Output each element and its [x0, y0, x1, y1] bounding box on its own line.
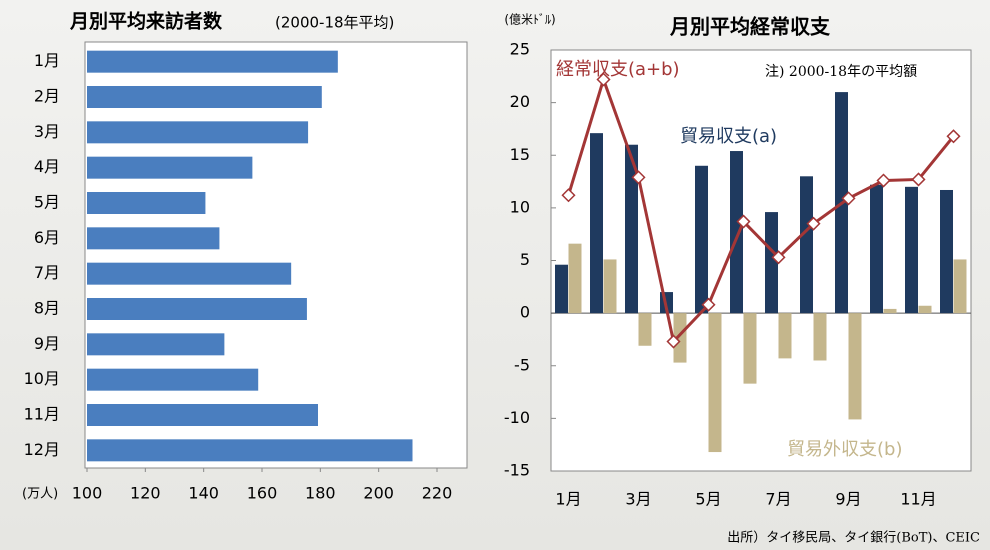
point [701, 297, 716, 312]
y-tick-label: 20 [510, 92, 530, 111]
note: 注) 2000-18年の平均額 [765, 64, 917, 80]
x-tick-label: 7月 [765, 490, 791, 509]
y-tick-label: 8月 [34, 299, 60, 318]
bar [87, 156, 253, 179]
x-tick-label: 220 [422, 484, 453, 503]
bar [638, 313, 652, 346]
bar [695, 165, 708, 314]
point [806, 216, 821, 231]
x-tick-label: 100 [72, 484, 103, 503]
y-tick-label: 0 [520, 303, 530, 322]
y-tick-label: 12月 [24, 440, 60, 459]
left-subtitle: (2000-18年平均) [275, 14, 394, 32]
bar [87, 439, 413, 462]
bar [87, 333, 225, 356]
source: 出所）タイ移民局、タイ銀行(BoT)、CEIC [727, 531, 980, 546]
series-label: 貿易収支(a) [680, 126, 777, 147]
point [911, 172, 926, 187]
x-tick-label: 200 [363, 484, 394, 503]
y-tick-label: 9月 [34, 334, 60, 353]
x-tick-label: 9月 [835, 490, 861, 509]
bar [778, 313, 792, 359]
x-axis-label: (万人) [22, 487, 58, 502]
x-tick-label: 140 [188, 484, 219, 503]
y-tick-label: 7月 [34, 263, 60, 282]
y-tick-label: 10 [510, 197, 530, 216]
y-tick-label: 6月 [34, 228, 60, 247]
bar [848, 313, 862, 420]
bar [87, 404, 318, 426]
y-tick-label: 4月 [34, 157, 60, 176]
x-tick-label: 120 [130, 484, 161, 503]
bar [568, 243, 582, 314]
y-tick-label: 2月 [34, 87, 60, 106]
bar [730, 151, 743, 314]
y-tick-label: 1月 [34, 51, 60, 70]
y-tick-label: 3月 [34, 122, 60, 141]
y-tick-label: -15 [504, 461, 530, 480]
bar [905, 186, 918, 314]
bar [555, 264, 568, 314]
bar [918, 305, 932, 314]
bar [765, 212, 778, 314]
right-title: 月別平均経常収支 [669, 15, 831, 39]
bar [603, 259, 617, 314]
bar [87, 50, 338, 73]
y-tick-label: 5 [520, 250, 530, 269]
x-tick-label: 5月 [695, 490, 721, 509]
x-tick-label: 180 [305, 484, 336, 503]
point [876, 173, 891, 188]
bar [870, 184, 883, 314]
x-tick-label: 1月 [555, 490, 581, 509]
y-tick-label: -10 [504, 408, 530, 427]
bar [87, 298, 307, 320]
left-title: 月別平均来訪者数 [69, 10, 223, 33]
y-tick-label: 15 [510, 145, 530, 164]
left-frame [84, 41, 468, 469]
bar [87, 368, 259, 391]
point [946, 129, 961, 144]
bar [673, 313, 687, 363]
bar [590, 133, 603, 314]
y-tick-label: 25 [510, 40, 530, 59]
y-tick-label: 11月 [24, 405, 60, 424]
point [666, 334, 681, 349]
point [631, 170, 646, 185]
bar [813, 313, 827, 361]
bar [87, 86, 322, 108]
point [561, 188, 576, 203]
bar [87, 227, 220, 250]
bar [953, 259, 967, 314]
right-frame [550, 49, 972, 472]
bar [743, 313, 757, 384]
bar [87, 262, 292, 285]
bar [87, 192, 206, 214]
point [841, 191, 856, 206]
bar [708, 313, 722, 453]
bar [883, 308, 897, 314]
point [596, 72, 611, 87]
bar [800, 176, 813, 314]
bar [625, 144, 638, 314]
y-axis-label: (億米ﾄﾞﾙ) [504, 13, 555, 27]
x-tick-label: 160 [247, 484, 278, 503]
y-tick-label: 5月 [34, 193, 60, 212]
series-label: 経常収支(a+b) [556, 59, 680, 80]
series-label: 貿易外収支(b) [787, 439, 902, 460]
y-tick-label: 10月 [24, 369, 60, 388]
y-tick-label: -5 [514, 355, 530, 374]
point [736, 214, 751, 229]
bar [940, 189, 953, 314]
x-tick-label: 3月 [625, 490, 651, 509]
x-tick-label: 11月 [900, 490, 936, 509]
bar [87, 121, 309, 144]
point [771, 250, 786, 265]
